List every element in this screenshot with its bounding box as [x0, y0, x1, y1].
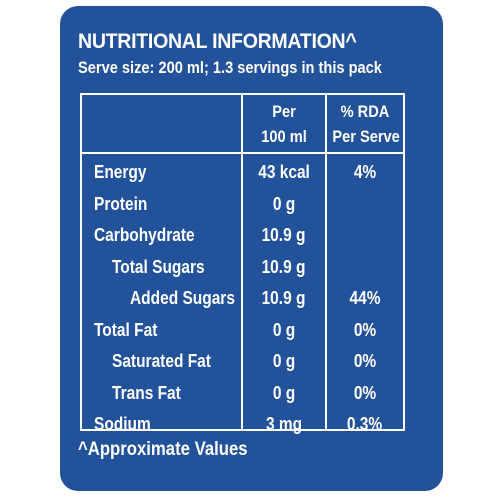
nutrient-name: Sodium [94, 414, 151, 434]
nutrient-name: Trans Fat [112, 382, 181, 403]
column-divider [325, 95, 327, 429]
per-100ml-value-text: 0 g [272, 351, 296, 371]
label-title: NUTRITIONAL INFORMATION^ [78, 30, 357, 53]
nutrient-name: Total Fat [94, 319, 158, 340]
rda-value: 0.3% [327, 408, 403, 440]
rda-header-line2: Per Serve [332, 127, 400, 146]
per-100ml-value: 10.9 g [243, 251, 325, 283]
rda-header: % RDA Per Serve [327, 99, 403, 149]
nutrient-row: Protein 0 g [82, 188, 403, 220]
per-100ml-value-text: 10.9 g [262, 256, 306, 277]
rda-value: 4% [327, 156, 403, 188]
rda-value-text: 0% [353, 382, 377, 403]
nutrient-row: Total Sugars 10.9 g [82, 251, 403, 283]
rda-value [327, 188, 403, 220]
nutrient-row: Total Fat 0 g 0% [82, 314, 403, 346]
per-100ml-header-line1: Per [272, 102, 296, 121]
nutrient-row: Saturated Fat 0 g 0% [82, 345, 403, 377]
header-divider [82, 152, 403, 154]
rda-value: 0% [327, 377, 403, 409]
serve-size-text: Serve size: 200 ml; 1.3 servings in this… [78, 58, 382, 77]
per-100ml-header-line2: 100 ml [261, 127, 307, 146]
rda-value [327, 251, 403, 283]
nutrient-name: Total Sugars [112, 256, 205, 277]
per-100ml-value: 0 g [243, 188, 325, 220]
per-100ml-value: 10.9 g [243, 282, 325, 314]
per-100ml-value-text: 43 kcal [258, 162, 310, 182]
nutrient-name: Carbohydrate [94, 225, 195, 245]
nutrient-row: Added Sugars 10.9 g 44% [82, 282, 403, 314]
nutrient-name: Protein [94, 193, 148, 214]
per-100ml-value: 10.9 g [243, 219, 325, 251]
rda-value [327, 219, 403, 251]
nutrition-label: NUTRITIONAL INFORMATION^ Serve size: 200… [60, 6, 443, 491]
per-100ml-value-text: 0 g [272, 193, 296, 214]
nutrient-name: Saturated Fat [112, 351, 211, 371]
per-100ml-value: 0 g [243, 377, 325, 409]
rda-value-text: 0.3% [347, 414, 383, 434]
rda-header-line1: % RDA [340, 102, 390, 121]
rda-value: 44% [327, 282, 403, 314]
rda-value: 0% [327, 345, 403, 377]
nutrient-name: Energy [94, 162, 147, 182]
per-100ml-value: 0 g [243, 314, 325, 346]
rda-value-text: 4% [353, 162, 377, 182]
column-divider [241, 95, 243, 429]
nutrient-name: Added Sugars [130, 288, 235, 308]
per-100ml-value: 3 mg [243, 408, 325, 440]
rda-value: 0% [327, 314, 403, 346]
footnote-text: ^Approximate Values [78, 439, 248, 460]
per-100ml-header: Per 100 ml [243, 99, 325, 149]
per-100ml-value-text: 10.9 g [262, 225, 306, 245]
nutrient-row: Sodium 3 mg 0.3% [82, 408, 403, 440]
rda-value-text: 44% [349, 288, 381, 308]
per-100ml-value: 43 kcal [243, 156, 325, 188]
per-100ml-value-text: 0 g [272, 382, 296, 403]
nutrition-table: Per 100 ml % RDA Per Serve Energy 43 kcal… [80, 93, 405, 434]
per-100ml-value-text: 0 g [272, 319, 296, 340]
nutrient-row: Trans Fat 0 g 0% [82, 377, 403, 409]
nutrient-row: Carbohydrate 10.9 g [82, 219, 403, 251]
rda-value-text: 0% [353, 319, 377, 340]
nutrient-row: Energy 43 kcal 4% [82, 156, 403, 188]
per-100ml-value: 0 g [243, 345, 325, 377]
per-100ml-value-text: 3 mg [265, 414, 303, 434]
rda-value-text: 0% [353, 351, 377, 371]
per-100ml-value-text: 10.9 g [262, 288, 306, 308]
